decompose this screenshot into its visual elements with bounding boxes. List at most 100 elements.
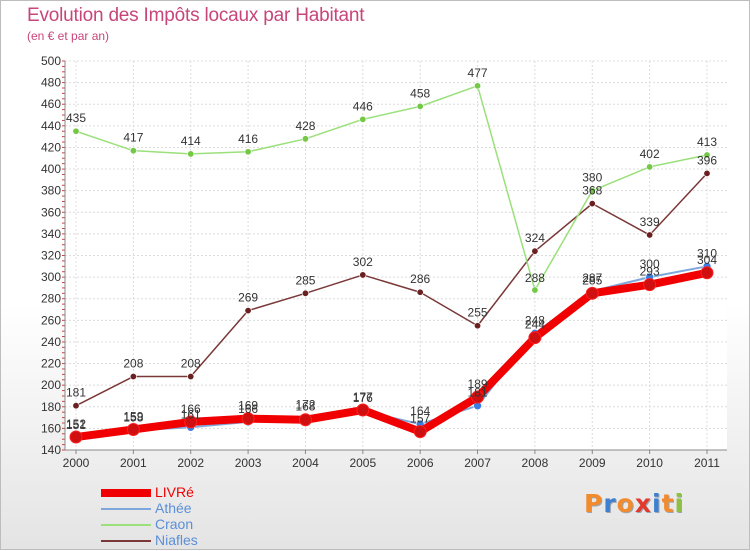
data-label-craon: 446: [353, 99, 373, 113]
data-label-craon: 417: [123, 131, 143, 145]
data-label-craon: 413: [697, 135, 717, 149]
data-label-craon: 416: [238, 132, 258, 146]
legend-label-craon: Craon: [155, 516, 194, 532]
data-label-athee: 164: [410, 404, 430, 418]
data-label-craon: 380: [582, 171, 602, 185]
chart-subtitle: (en € et par an): [27, 29, 110, 43]
x-tick-label: 2008: [522, 456, 549, 470]
data-point-livre: [528, 331, 542, 345]
data-point-niafles: [301, 289, 309, 297]
y-tick-label: 140: [41, 443, 61, 457]
x-tick-label: 2003: [235, 456, 262, 470]
data-label-niafles: 285: [295, 273, 315, 287]
data-label-athee: 176: [353, 391, 373, 405]
data-label-niafles: 286: [410, 272, 430, 286]
data-label-livre: 157: [410, 412, 430, 426]
data-label-livre: 189: [468, 377, 488, 391]
data-label-niafles: 269: [238, 291, 258, 305]
data-label-livre: 159: [123, 409, 143, 423]
data-point-craon: [72, 127, 80, 135]
plot-area: [65, 61, 727, 450]
data-label-niafles: 339: [640, 215, 660, 229]
y-tick-label: 440: [41, 119, 61, 133]
data-point-niafles: [72, 402, 80, 410]
data-label-livre: 244: [525, 318, 545, 332]
y-tick-label: 300: [41, 270, 61, 284]
data-label-athee: 300: [640, 257, 660, 271]
logo-letter: o: [616, 489, 635, 518]
proxiti-logo: Proxiti: [584, 489, 684, 518]
x-tick-label: 2010: [636, 456, 663, 470]
y-tick-label: 500: [41, 54, 61, 68]
data-label-niafles: 368: [582, 184, 602, 198]
y-tick-label: 240: [41, 335, 61, 349]
x-tick-label: 2002: [177, 456, 204, 470]
data-label-livre: 304: [697, 253, 717, 267]
data-point-craon: [703, 151, 711, 159]
data-point-niafles: [531, 247, 539, 255]
data-label-craon: 288: [525, 271, 545, 285]
data-point-craon: [301, 135, 309, 143]
data-label-livre: 152: [66, 417, 86, 431]
data-label-niafles: 396: [697, 153, 717, 167]
data-point-craon: [646, 163, 654, 171]
data-point-livre: [356, 403, 370, 417]
x-tick-label: 2009: [579, 456, 606, 470]
data-point-craon: [187, 150, 195, 158]
data-point-niafles: [129, 373, 137, 381]
data-point-niafles: [416, 288, 424, 296]
data-point-niafles: [359, 271, 367, 279]
data-point-niafles: [187, 373, 195, 381]
data-point-livre: [298, 413, 312, 427]
data-point-niafles: [244, 307, 252, 315]
data-label-craon: 477: [468, 66, 488, 80]
data-point-craon: [416, 102, 424, 110]
data-label-livre: 169: [238, 399, 258, 413]
legend-label-livre: LIVRé: [155, 484, 194, 500]
data-label-craon: 428: [295, 119, 315, 133]
y-tick-label: 400: [41, 162, 61, 176]
data-point-livre: [643, 278, 657, 292]
data-label-craon: 414: [181, 134, 201, 148]
data-point-craon: [531, 286, 539, 294]
series-line-craon: [75, 85, 708, 291]
logo-letter: x: [634, 489, 652, 518]
data-point-livre: [126, 422, 140, 436]
data-label-craon: 435: [66, 111, 86, 125]
y-tick-label: 360: [41, 205, 61, 219]
y-tick-label: 480: [41, 76, 61, 90]
y-tick-label: 340: [41, 227, 61, 241]
legend-label-niafles: Niafles: [155, 532, 198, 548]
data-point-livre: [413, 425, 427, 439]
data-point-livre: [585, 286, 599, 300]
data-label-niafles: 324: [525, 231, 545, 245]
logo-letter: P: [584, 489, 604, 518]
data-label-athee: 166: [238, 402, 258, 416]
data-label-livre: 285: [582, 273, 602, 287]
data-point-craon: [244, 148, 252, 156]
logo-letter: t: [661, 489, 675, 518]
logo-letter: i: [674, 489, 685, 518]
series-line-livre: [72, 268, 711, 442]
y-tick-label: 320: [41, 249, 61, 263]
data-point-craon: [359, 115, 367, 123]
y-tick-label: 260: [41, 313, 61, 327]
y-tick-label: 420: [41, 140, 61, 154]
data-label-niafles: 181: [66, 386, 86, 400]
data-point-craon: [474, 82, 482, 90]
y-tick-label: 200: [41, 378, 61, 392]
x-tick-label: 2007: [464, 456, 491, 470]
data-label-athee: 310: [697, 246, 717, 260]
data-label-livre: 177: [353, 390, 373, 404]
data-label-athee: 248: [525, 313, 545, 327]
data-label-athee: 172: [295, 398, 315, 412]
data-label-athee: 151: [66, 418, 86, 432]
legend-label-athee: Athée: [155, 500, 192, 516]
data-point-niafles: [703, 169, 711, 177]
x-tick-label: 2001: [120, 456, 147, 470]
y-tick-label: 280: [41, 292, 61, 306]
data-point-livre: [69, 430, 83, 444]
data-label-livre: 293: [640, 265, 660, 279]
legend-swatch-livre: [101, 489, 151, 497]
